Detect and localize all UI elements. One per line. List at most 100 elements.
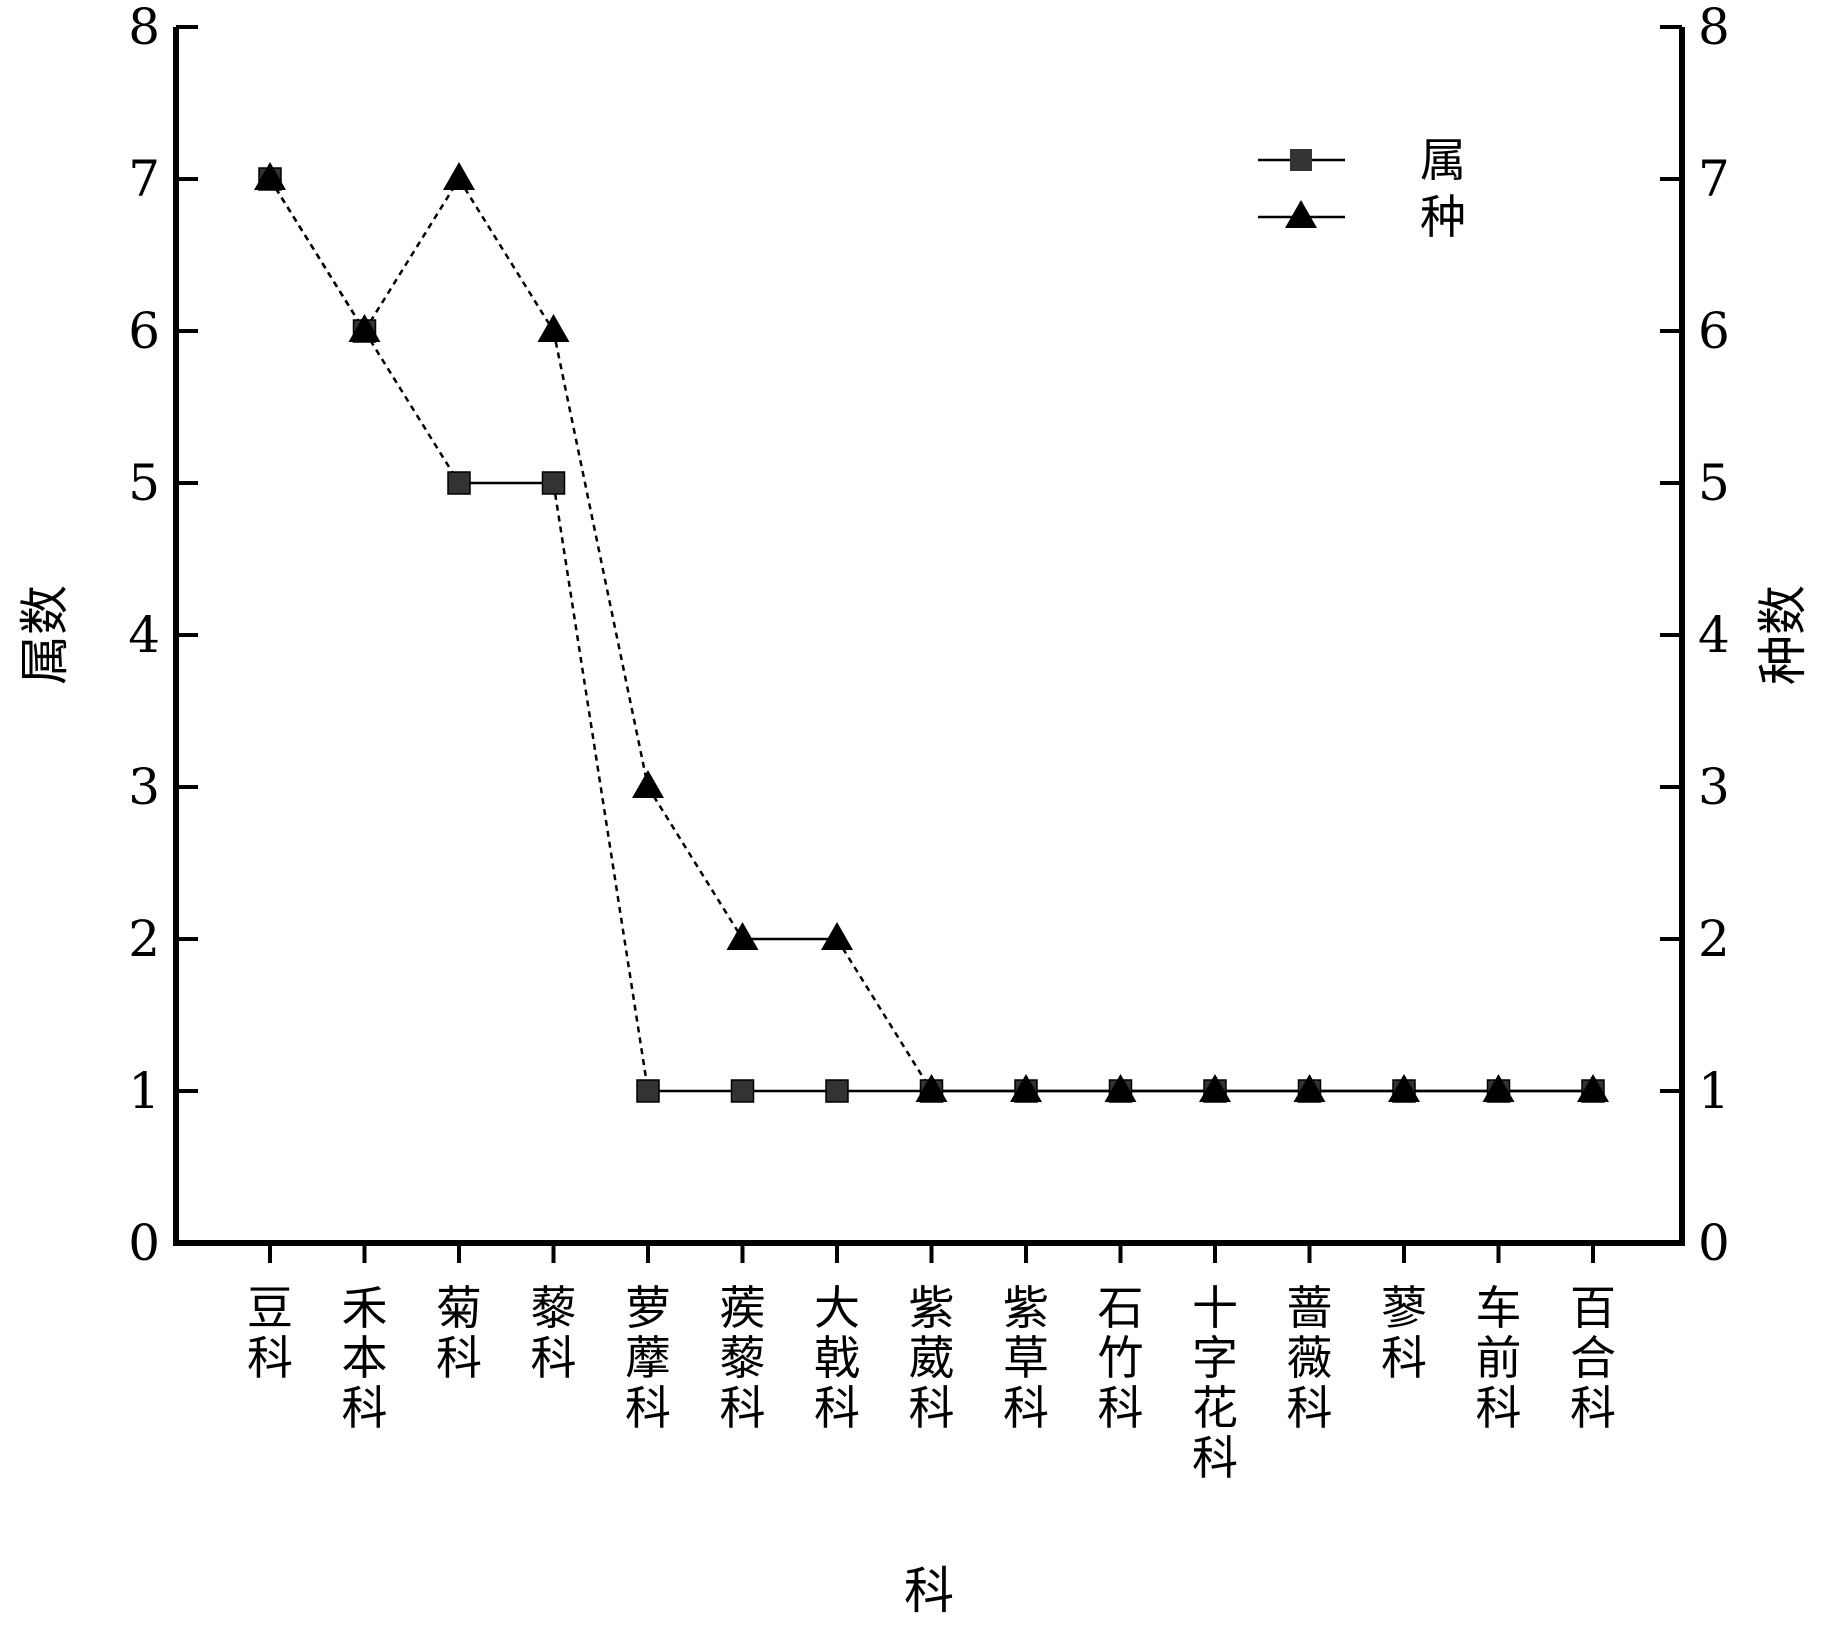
x-tick-label-char: 科 xyxy=(909,1381,955,1435)
y-tick-label: 4 xyxy=(128,606,160,664)
y-tick-label: 1 xyxy=(128,1062,160,1120)
x-tick-label-char: 石 xyxy=(1098,1281,1144,1335)
x-tick-label-char: 蓼 xyxy=(1381,1281,1427,1335)
legend-marker-triangle xyxy=(1285,200,1317,228)
y-tick-label: 7 xyxy=(128,150,160,208)
x-tick-label-char: 科 xyxy=(1192,1431,1238,1485)
triangle-marker xyxy=(915,1074,948,1102)
y2-tick-label: 4 xyxy=(1698,606,1730,664)
legend-marker-square xyxy=(1290,149,1312,171)
x-tick-label-char: 车 xyxy=(1476,1281,1522,1335)
square-marker xyxy=(541,471,566,495)
y2-tick-label: 1 xyxy=(1698,1062,1730,1120)
y2-tick-label: 7 xyxy=(1698,150,1730,208)
x-tick-label-char: 薇 xyxy=(1287,1331,1333,1385)
series-1-segment xyxy=(457,178,555,332)
x-tick-label: 蒺藜科 xyxy=(720,1281,766,1435)
series-1-segment xyxy=(268,178,366,332)
x-tick-label-char: 豆 xyxy=(247,1281,293,1335)
x-tick-label: 萝藦科 xyxy=(625,1281,671,1435)
triangle-marker xyxy=(254,162,286,190)
triangle-marker xyxy=(443,162,475,190)
y2-tick-label: 0 xyxy=(1698,1214,1730,1272)
y2-tick-label: 2 xyxy=(1698,910,1730,968)
x-tick-label-char: 科 xyxy=(1098,1381,1144,1435)
x-tick-label: 百合科 xyxy=(1570,1281,1616,1435)
x-tick-label: 禾本科 xyxy=(342,1281,388,1435)
x-tick-label-char: 萝 xyxy=(625,1281,671,1335)
y2-tick-label: 3 xyxy=(1698,758,1730,816)
x-tick-label-char: 蔷 xyxy=(1287,1281,1333,1335)
x-tick-label: 藜科 xyxy=(531,1281,577,1385)
tick-labels: 0 01 12 23 34 45 56 67 78 8豆科禾本科菊科藜科萝藦科蒺藜科大戟科紫葳科紫… xyxy=(128,0,1730,1485)
x-tick-label-char: 藜 xyxy=(531,1281,577,1335)
y2-axis-title: 种数 xyxy=(1754,585,1812,685)
triangle-marker xyxy=(1199,1074,1231,1102)
square-marker xyxy=(730,1079,755,1103)
legend-label-genus: 属 xyxy=(1420,133,1466,187)
series-markers xyxy=(254,162,1609,1103)
series-1-segment xyxy=(552,330,650,788)
x-tick-label-char: 紫 xyxy=(909,1281,955,1335)
x-tick-label-char: 科 xyxy=(247,1331,293,1385)
x-tick-label: 紫葳科 xyxy=(909,1281,955,1435)
triangle-marker xyxy=(821,922,853,950)
y-tick-label: 0 xyxy=(128,1214,160,1272)
triangle-marker xyxy=(726,922,759,950)
series-1-segment xyxy=(646,786,744,940)
x-tick-label-char: 藦 xyxy=(625,1331,671,1385)
series-1-segment xyxy=(835,938,933,1092)
x-tick-label-char: 本 xyxy=(342,1331,388,1385)
x-tick-label-char: 科 xyxy=(1287,1381,1333,1435)
triangle-marker xyxy=(632,770,664,798)
series-lines xyxy=(268,178,1593,1093)
x-tick-label-char: 前 xyxy=(1476,1331,1522,1385)
y2-tick-label: 6 xyxy=(1698,302,1730,360)
series-0-segment xyxy=(552,482,650,1092)
y-tick-label: 6 xyxy=(128,302,160,360)
x-tick-label: 菊科 xyxy=(436,1281,482,1385)
square-marker xyxy=(447,471,471,495)
x-tick-label-char: 十 xyxy=(1192,1281,1238,1335)
x-tick-label-char: 科 xyxy=(436,1331,482,1385)
x-tick-label-char: 大 xyxy=(814,1281,860,1335)
x-tick-label-char: 科 xyxy=(342,1381,388,1435)
legend-label-species: 种 xyxy=(1420,190,1466,244)
series-1-segment xyxy=(363,178,461,332)
triangle-marker xyxy=(1104,1074,1137,1102)
square-marker xyxy=(825,1079,849,1103)
legend: 属 种 xyxy=(1258,133,1466,244)
x-tick-label-char: 蒺 xyxy=(720,1281,766,1335)
x-tick-label-char: 紫 xyxy=(1003,1281,1049,1335)
series-0-segment xyxy=(363,330,461,484)
x-tick-label: 蔷薇科 xyxy=(1287,1281,1333,1435)
x-tick-label: 豆科 xyxy=(247,1281,293,1385)
x-tick-label-char: 菊 xyxy=(436,1281,482,1335)
triangle-marker xyxy=(1482,1074,1515,1102)
y-axis-title: 属数 xyxy=(16,585,74,685)
x-tick-label-char: 藜 xyxy=(720,1331,766,1385)
x-tick-label-char: 字 xyxy=(1192,1331,1238,1385)
y-tick-label: 5 xyxy=(128,454,160,512)
triangle-marker xyxy=(1388,1074,1420,1102)
x-tick-label-char: 科 xyxy=(1003,1381,1049,1435)
x-tick-label-char: 戟 xyxy=(814,1331,860,1385)
y2-tick-label: 8 xyxy=(1698,0,1730,56)
square-marker xyxy=(636,1079,660,1103)
x-tick-label-char: 科 xyxy=(1381,1331,1427,1385)
y-tick-label: 8 xyxy=(128,0,160,56)
x-tick-label-char: 科 xyxy=(1476,1381,1522,1435)
triangle-marker xyxy=(1010,1074,1042,1102)
x-tick-label: 石竹科 xyxy=(1098,1281,1144,1435)
x-tick-label-char: 竹 xyxy=(1098,1331,1144,1385)
x-tick-label-char: 科 xyxy=(625,1381,671,1435)
legend-item-species: 种 xyxy=(1258,190,1466,244)
x-tick-label-char: 科 xyxy=(814,1381,860,1435)
x-tick-label-char: 科 xyxy=(1570,1381,1616,1435)
triangle-marker xyxy=(537,314,570,342)
x-tick-label-char: 百 xyxy=(1570,1281,1616,1335)
axes xyxy=(173,25,1685,1263)
x-tick-label: 大戟科 xyxy=(814,1281,860,1435)
